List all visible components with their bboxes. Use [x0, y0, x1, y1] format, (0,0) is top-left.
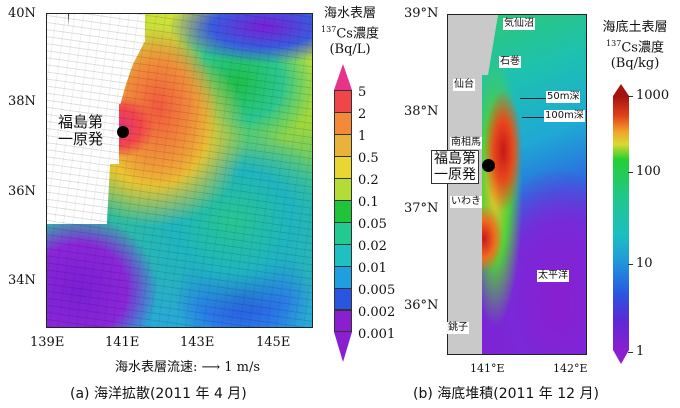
legend-a-level: 0.01: [358, 261, 387, 276]
depth-label-100m: 100m深: [544, 110, 585, 122]
lon-label-141e-b: 141°E: [470, 362, 505, 375]
caption-a: (a) 海洋拡散(2011 年 4 月): [70, 386, 247, 402]
legend-a-level: 0.05: [358, 217, 387, 232]
legend-b-tick-100: 100: [636, 164, 661, 179]
legend-a-level: 2: [358, 107, 367, 122]
seabed-deposition-map: [447, 14, 587, 355]
depth-100m-leader: [522, 117, 550, 118]
lon-label-143e: 143E: [180, 335, 215, 350]
legend-a-level: 0.02: [358, 239, 387, 254]
plant-label-b: 福島第 一原発: [431, 150, 479, 184]
place-ishinomaki: 石巻: [499, 56, 521, 68]
legend-a-level: 0.2: [358, 173, 379, 188]
lat-label-34n: 34N: [8, 273, 36, 288]
legend-a-level: 0.1: [358, 195, 379, 210]
place-iwaki: いわき: [450, 196, 482, 208]
depth-label-50m: 50m深: [546, 91, 581, 103]
depth-50m-leader: [520, 98, 548, 99]
lat-label-39n: 39°N: [404, 6, 439, 21]
legend-b-tick-10: 10: [636, 256, 653, 271]
lat-label-38n-b: 38°N: [404, 104, 439, 119]
lon-label-142e-b: 142°E: [553, 362, 588, 375]
colorbar-over-tip: [334, 64, 352, 90]
fukushima-plant-marker: [117, 126, 129, 138]
fukushima-plant-marker-b: [482, 159, 495, 172]
colorbar-seabed-cs137: [613, 84, 629, 364]
legend-a-level: 0.005: [358, 283, 396, 298]
legend-b-tick-1: 1: [636, 344, 645, 359]
legend-b-title: 海底土表層 137Cs濃度 (Bq/kg): [602, 20, 668, 72]
place-minamisoma: 南相馬: [450, 137, 482, 149]
place-sendai: 仙台: [453, 79, 475, 91]
caption-b: (b) 海底堆積(2011 年 12 月): [413, 386, 599, 402]
legend-a-level: 0.002: [358, 305, 396, 320]
lat-label-37n: 37°N: [404, 201, 439, 216]
lon-label-145e: 145E: [256, 335, 291, 350]
place-pacific: 太平洋: [537, 270, 569, 282]
ocean-dispersion-map: [46, 13, 313, 328]
legend-a-title: 海水表層 137Cs濃度 (Bq/L): [321, 6, 379, 58]
legend-b-tick-1000: 1000: [636, 88, 670, 103]
velocity-scale-note: 海水表層流速: ⟶ 1 m/s: [115, 360, 261, 375]
lon-label-139e: 139E: [30, 335, 65, 350]
lat-label-40n: 40N: [8, 6, 36, 21]
lat-label-36n: 36N: [8, 184, 36, 199]
place-kesennuma: 気仙沼: [503, 18, 535, 30]
surface-current-vectors: [47, 14, 312, 327]
legend-a-level: 0.001: [358, 327, 396, 342]
plant-label-line1: 福島第: [58, 113, 104, 131]
lat-label-36n-b: 36°N: [404, 298, 439, 313]
lon-label-141e: 141E: [105, 335, 140, 350]
place-choshi: 銚子: [447, 322, 469, 334]
plant-label-line2: 一原発: [58, 130, 104, 148]
legend-a-level: 0.5: [358, 151, 379, 166]
legend-a-level: 5: [358, 85, 367, 100]
lat-label-38n: 38N: [8, 94, 36, 109]
legend-a-level: 1: [358, 129, 367, 144]
colorbar-surface-cs137: [334, 64, 352, 362]
colorbar-under-tip: [334, 332, 352, 362]
